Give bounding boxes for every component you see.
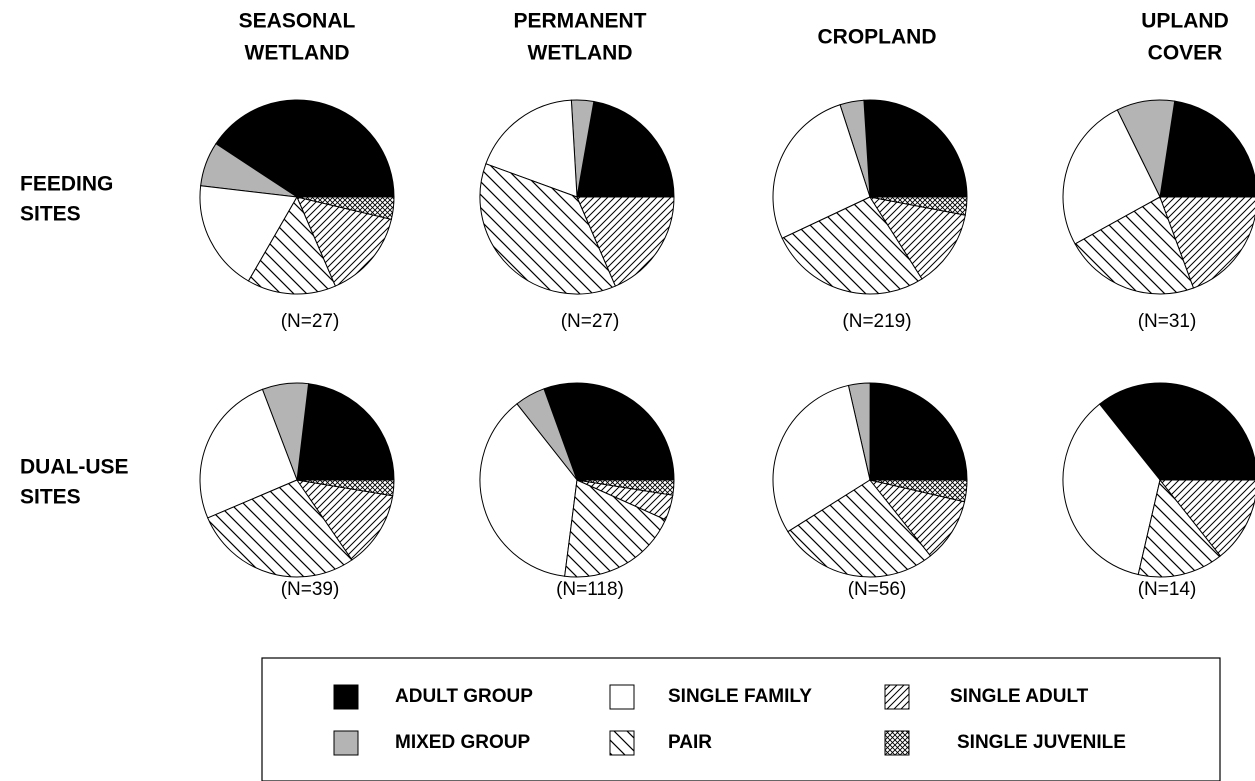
column-title: UPLAND (1141, 10, 1229, 33)
row-label: SITES (20, 203, 81, 226)
n-label: (N=118) (556, 579, 624, 600)
pie-slice (296, 479, 395, 497)
pie-slice (296, 196, 395, 220)
pie-slice (485, 99, 578, 198)
row-label: DUAL-USE (20, 456, 129, 479)
pie-slice (479, 163, 617, 295)
pie-slice (295, 479, 394, 561)
n-label: (N=14) (1138, 579, 1197, 600)
n-label: (N=27) (281, 311, 340, 332)
legend-swatch (884, 730, 910, 756)
legend-swatch (333, 730, 359, 756)
pie-slice (207, 479, 353, 578)
pie-slice (296, 196, 392, 287)
pie-slice (1074, 196, 1195, 295)
legend-label: PAIR (668, 732, 712, 753)
pie-slice (564, 479, 667, 578)
pie-slice (247, 195, 337, 295)
pie-slice (1062, 403, 1161, 576)
n-label: (N=56) (848, 579, 907, 600)
legend-label: SINGLE JUVENILE (957, 732, 1126, 753)
n-label: (N=39) (281, 579, 340, 600)
column-title: COVER (1148, 42, 1223, 65)
n-label: (N=219) (842, 311, 911, 332)
legend-box (261, 657, 1221, 781)
legend-label: ADULT GROUP (395, 686, 533, 707)
legend-label: SINGLE FAMILY (668, 686, 812, 707)
pie-slice (787, 479, 932, 578)
pie-slice (1159, 196, 1255, 289)
column-title: WETLAND (528, 42, 633, 65)
pie-slice (479, 403, 578, 577)
pie-slice (1098, 382, 1255, 481)
legend-swatch (609, 684, 635, 710)
pie-slice (1158, 479, 1255, 557)
legend-swatch (884, 684, 910, 710)
pie-slice (869, 196, 968, 216)
pie-slice (576, 196, 675, 287)
pie-slice (576, 479, 675, 496)
column-title: WETLAND (245, 42, 350, 65)
column-title: CROPLAND (818, 26, 937, 49)
row-label: FEEDING (20, 173, 113, 196)
legend-label: SINGLE ADULT (950, 686, 1089, 707)
pie-slice (1062, 109, 1161, 245)
pie-slice (781, 196, 923, 295)
legend-swatch (333, 684, 359, 710)
row-label: SITES (20, 486, 81, 509)
pie-slice (772, 104, 871, 239)
column-title: PERMANENT (513, 10, 646, 33)
pie-slice (543, 382, 675, 481)
pie-slice (199, 185, 298, 282)
pie-slice (1137, 478, 1222, 578)
pie-slice (1159, 100, 1255, 198)
pie-slice (869, 382, 968, 481)
legend-label: MIXED GROUP (395, 732, 530, 753)
pie-slice (863, 99, 968, 198)
pie-slice (869, 479, 968, 503)
pie-slice (199, 388, 298, 519)
pie-slice (296, 383, 395, 481)
column-title: SEASONAL (239, 10, 356, 33)
pie-slice (576, 100, 675, 198)
legend-swatch (609, 730, 635, 756)
pie-slice (868, 196, 966, 280)
n-label: (N=31) (1138, 311, 1197, 332)
n-label: (N=27) (561, 311, 620, 332)
